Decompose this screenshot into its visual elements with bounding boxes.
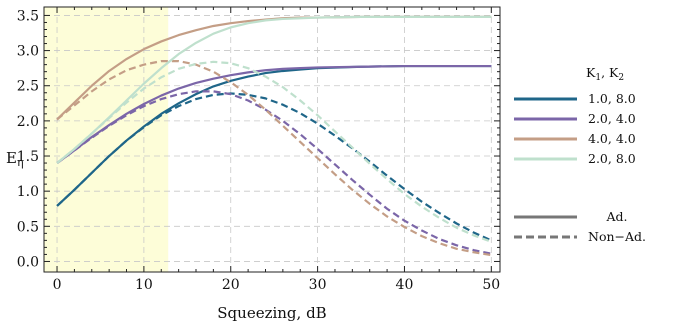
y-tick-label: 2.5 (17, 79, 39, 95)
y-tick-label: 2.0 (17, 114, 39, 130)
legend-label: 4.0, 4.0 (588, 131, 636, 146)
series-line-2-0-8-0-dashed (56, 60, 492, 243)
legend-style-entries: Ad. Non−Ad. (514, 209, 646, 244)
legend-header: K1, K2 (586, 65, 624, 83)
highlight-region (44, 7, 169, 272)
x-tick-label: 40 (396, 277, 414, 293)
series-line-4-0-4-0-dashed (56, 60, 492, 257)
legend-header-k2: , K (601, 65, 619, 80)
legend-header-k1-sub: 1 (595, 73, 601, 83)
legend-label: 2.0, 8.0 (588, 151, 636, 166)
legend-header-k1: K (586, 65, 596, 80)
series-line-1-0-8-0-dashed (56, 92, 492, 242)
legend-style-label: Ad. (605, 209, 627, 224)
x-tick-label: 0 (53, 277, 62, 293)
x-tick-label: 20 (222, 277, 240, 293)
legend-label: 1.0, 8.0 (588, 91, 636, 106)
plot-frame (43, 6, 501, 273)
y-tick-label: 0.0 (17, 254, 39, 270)
legend-style-label: Non−Ad. (588, 229, 646, 244)
y-axis-label: Eη (6, 149, 24, 169)
series-line-2-0-8-0-solid (56, 15, 492, 164)
y-axis-label-main: E (6, 149, 17, 167)
legend-header-k2-sub: 2 (618, 73, 624, 83)
y-tick-label: 0.5 (17, 219, 39, 235)
grid (44, 7, 500, 272)
legend-entries: 1.0, 8.0 2.0, 4.0 4.0, 4.0 2.0, 8.0 (514, 91, 636, 166)
y-tick-label: 3.5 (17, 8, 39, 24)
x-tick-label: 50 (482, 277, 500, 293)
highlight-band (44, 7, 169, 272)
x-tick-label: 10 (135, 277, 153, 293)
legend: K1, K2 1.0, 8.02.0, 4.04.0, 4.02.0, 8.0 … (514, 65, 646, 244)
axis-ticks (44, 7, 500, 272)
x-axis-label: Squeezing, dB (217, 304, 326, 322)
y-axis-label-sub: η (17, 156, 24, 169)
series-group (56, 15, 492, 257)
y-tick-label: 3.0 (17, 44, 39, 60)
x-tick-label: 30 (309, 277, 327, 293)
y-tick-label: 1.0 (17, 184, 39, 200)
legend-label: 2.0, 4.0 (588, 111, 636, 126)
y-tick-label: 1.5 (17, 149, 39, 165)
tick-labels: 0 10 20 30 40 50 0.0 0.5 1.0 1.5 2.0 2.5 3.0 3.5 (17, 8, 500, 293)
